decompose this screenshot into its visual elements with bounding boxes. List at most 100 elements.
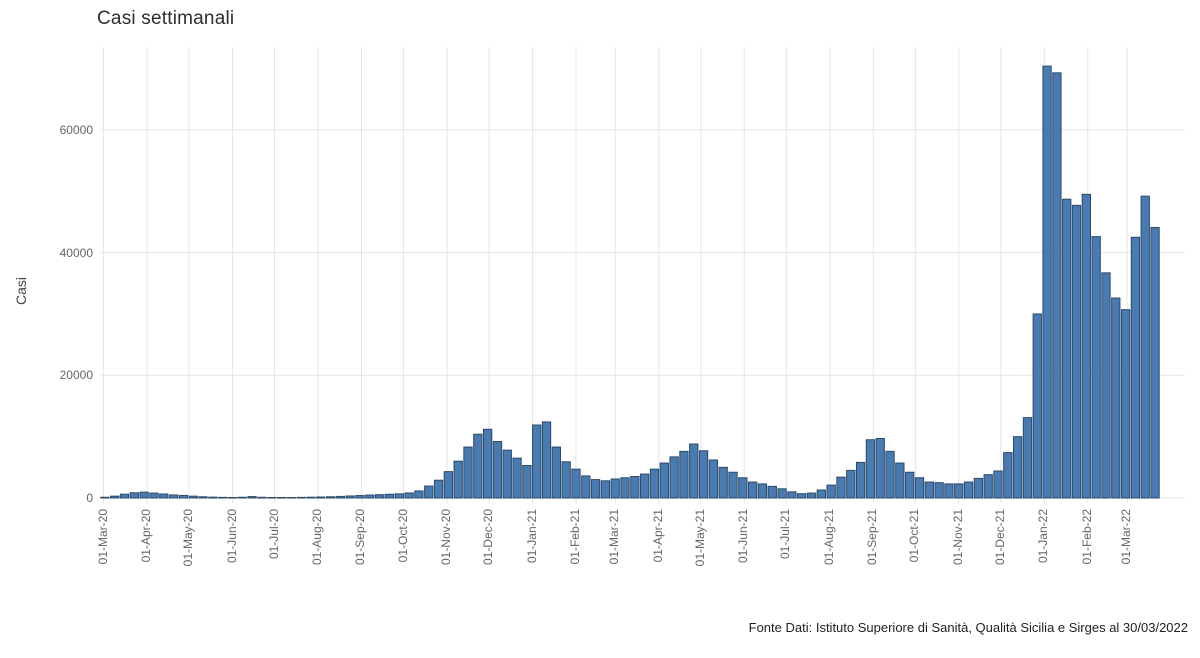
x-tick-label: 01-Jul-21: [778, 509, 793, 560]
bar: [384, 493, 395, 499]
bar: [757, 483, 768, 499]
bar: [316, 496, 326, 499]
bar: [227, 497, 238, 499]
bar: [855, 461, 866, 499]
bar: [1140, 195, 1150, 499]
x-tick-label: 01-May-21: [692, 509, 707, 567]
bar: [404, 492, 414, 499]
bar: [110, 495, 120, 499]
bar: [1032, 313, 1042, 499]
x-tick-label: 01-Jan-22: [1036, 509, 1051, 564]
bar: [482, 428, 493, 499]
bar: [561, 461, 571, 499]
bar: [502, 449, 512, 499]
x-tick-label: 01-Mar-21: [607, 509, 622, 565]
bar: [1042, 65, 1052, 499]
bar: [885, 450, 895, 499]
bar: [649, 468, 660, 499]
bar: [1022, 417, 1033, 499]
bar: [924, 481, 934, 499]
bar: [1150, 226, 1160, 499]
bar: [973, 477, 984, 499]
bar: [492, 441, 503, 499]
x-tick-label: 01-Feb-22: [1079, 509, 1094, 565]
bar: [581, 475, 591, 499]
bar: [168, 494, 179, 499]
bar: [345, 495, 355, 499]
x-tick-label: 01-Nov-21: [950, 509, 965, 566]
bar: [237, 496, 247, 499]
bar: [944, 483, 954, 499]
bar: [747, 481, 758, 499]
bar: [777, 488, 787, 499]
bar: [738, 477, 748, 499]
x-tick-label: 01-Jan-21: [524, 509, 539, 564]
bar: [610, 478, 620, 499]
y-tick-label: 20000: [59, 368, 93, 383]
x-tick-label: 01-Feb-21: [568, 509, 583, 565]
bar: [708, 459, 719, 499]
bar: [1071, 204, 1082, 499]
bar: [198, 496, 208, 499]
bar: [433, 479, 444, 499]
bar: [473, 433, 483, 499]
bar: [355, 495, 365, 499]
bar: [414, 490, 424, 499]
bar: [728, 471, 738, 499]
bar: [787, 491, 797, 499]
bar: [335, 495, 346, 499]
bar: [1081, 193, 1091, 499]
x-tick-label: 01-Apr-20: [138, 509, 153, 563]
x-tick-label: 01-Jun-21: [736, 509, 751, 564]
bar: [522, 464, 532, 499]
bar: [1130, 236, 1141, 499]
bar: [541, 421, 552, 499]
bar: [905, 471, 915, 499]
bar: [865, 439, 876, 499]
bar: [159, 493, 169, 499]
bar: [188, 495, 198, 499]
source-note: Fonte Dati: Istituto Superiore di Sanità…: [748, 620, 1188, 635]
bar: [1091, 236, 1101, 499]
bar: [1101, 272, 1111, 499]
x-tick-label: 01-Aug-20: [310, 509, 325, 566]
bar: [119, 493, 130, 499]
y-tick-label: 60000: [59, 122, 93, 137]
bar: [1111, 297, 1121, 499]
bar: [836, 476, 846, 499]
bar: [679, 450, 689, 499]
bar: [993, 470, 1003, 499]
bar: [914, 477, 925, 499]
bar: [453, 460, 463, 499]
x-tick-label: 01-Sep-20: [353, 509, 368, 566]
bar: [325, 496, 336, 499]
bar: [846, 469, 856, 499]
bar: [296, 496, 306, 499]
x-tick-label: 01-Jul-20: [266, 509, 281, 560]
bar: [463, 446, 473, 499]
bar: [149, 492, 159, 499]
bar: [620, 477, 630, 499]
y-tick-label: 0: [86, 491, 93, 505]
y-tick-label: 40000: [59, 245, 93, 260]
bar: [512, 457, 522, 499]
x-tick-label: 01-Apr-21: [650, 509, 665, 563]
bar: [1012, 436, 1023, 499]
x-tick-label: 01-Aug-21: [821, 509, 836, 566]
bar: [669, 456, 679, 499]
x-tick-label: 01-Mar-20: [95, 509, 110, 565]
x-tick-label: 01-Dec-21: [992, 509, 1007, 566]
bar: [257, 496, 267, 499]
bar: [532, 424, 542, 499]
bar: [178, 494, 189, 499]
bar: [698, 450, 709, 499]
x-tick-label: 01-Jun-20: [224, 509, 239, 564]
bar: [718, 466, 728, 499]
bar: [375, 494, 385, 499]
bar: [571, 468, 581, 499]
bar: [1003, 452, 1013, 499]
bar: [816, 489, 826, 499]
bar: [1052, 72, 1062, 499]
x-tick-label: 01-May-20: [181, 509, 196, 567]
bar: [129, 492, 139, 499]
